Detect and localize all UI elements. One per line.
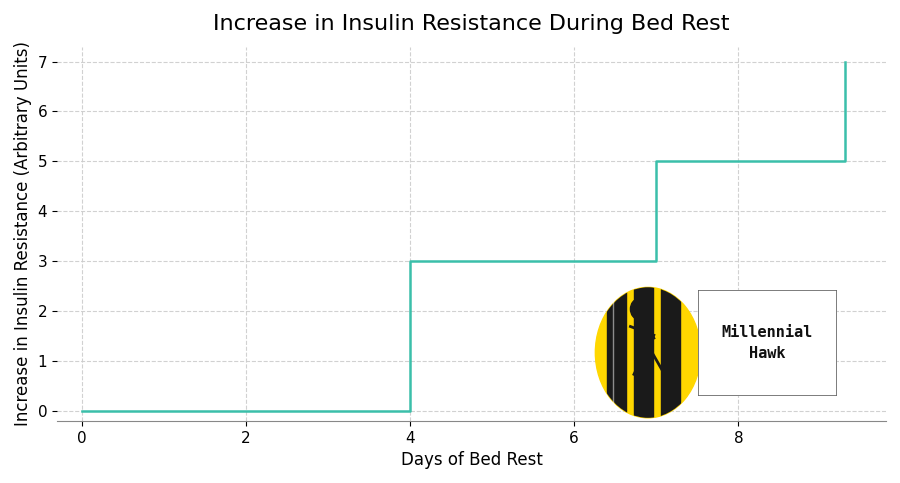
Y-axis label: Increase in Insulin Resistance (Arbitrary Units): Increase in Insulin Resistance (Arbitrar… [14, 41, 32, 426]
Circle shape [630, 299, 647, 319]
Polygon shape [607, 287, 625, 418]
X-axis label: Days of Bed Rest: Days of Bed Rest [400, 451, 543, 469]
Polygon shape [634, 287, 652, 418]
Polygon shape [661, 287, 680, 418]
Circle shape [596, 287, 700, 418]
FancyBboxPatch shape [698, 290, 837, 396]
Title: Increase in Insulin Resistance During Bed Rest: Increase in Insulin Resistance During Be… [213, 14, 730, 34]
Text: Millennial
Hawk: Millennial Hawk [722, 325, 813, 361]
